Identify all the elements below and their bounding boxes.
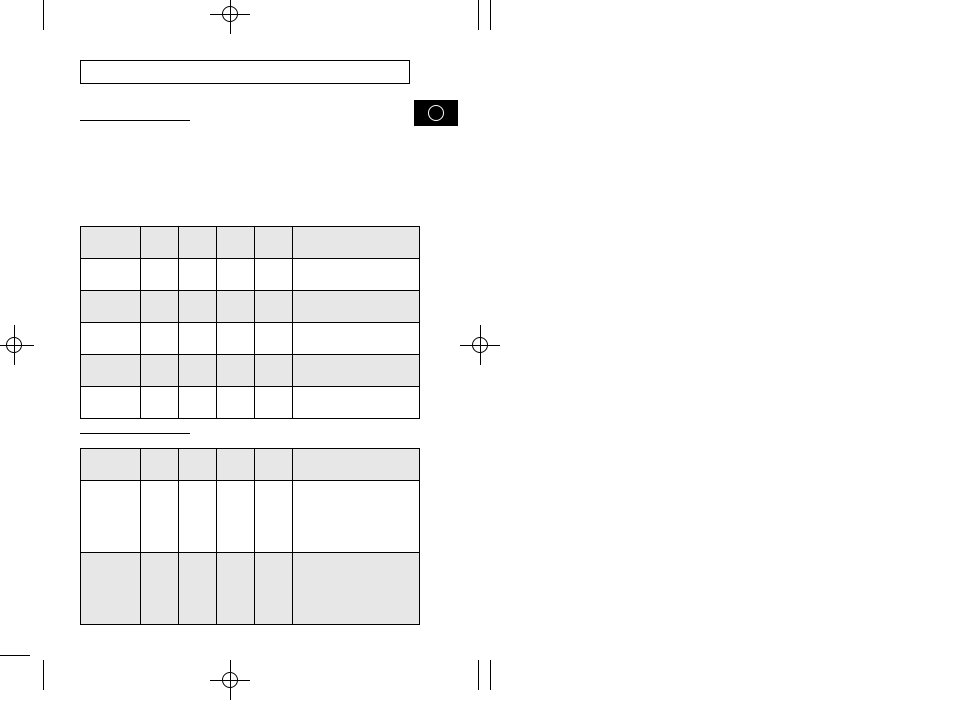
- badge-circle-icon: [414, 100, 458, 126]
- table-cell: [293, 481, 420, 553]
- table-cell: [293, 323, 420, 355]
- table-cell: [179, 553, 217, 625]
- table-header-cell: [293, 227, 420, 259]
- table-cell: [179, 481, 217, 553]
- table-cell: [179, 355, 217, 387]
- title-box: [80, 60, 410, 84]
- table-cell: [81, 355, 141, 387]
- table-cell: [255, 481, 293, 553]
- table-header-row: [81, 227, 420, 259]
- spec-table-1: [80, 226, 420, 419]
- table-cell: [141, 259, 179, 291]
- table-cell: [179, 323, 217, 355]
- table-cell: [293, 291, 420, 323]
- table-cell: [255, 387, 293, 419]
- table-header-cell: [293, 449, 420, 481]
- table-cell: [293, 553, 420, 625]
- registration-mark-icon: [210, 0, 250, 34]
- table-cell: [141, 481, 179, 553]
- spec-table-2: [80, 448, 420, 625]
- table-header-cell: [179, 449, 217, 481]
- table-row: [81, 259, 420, 291]
- table-row: [81, 355, 420, 387]
- table-row: [81, 553, 420, 625]
- table-cell: [179, 387, 217, 419]
- spacer: [80, 136, 440, 226]
- table-cell: [81, 481, 141, 553]
- table-header-row: [81, 449, 420, 481]
- table-header-cell: [255, 227, 293, 259]
- table-header-cell: [217, 449, 255, 481]
- table-row: [81, 291, 420, 323]
- page-content: [80, 60, 440, 625]
- table-cell: [81, 259, 141, 291]
- table-header-cell: [81, 449, 141, 481]
- table-cell: [81, 291, 141, 323]
- crop-mark: [43, 660, 44, 690]
- table-header-cell: [179, 227, 217, 259]
- table-cell: [141, 323, 179, 355]
- crop-mark: [43, 0, 44, 30]
- table-cell: [255, 291, 293, 323]
- table-cell: [255, 259, 293, 291]
- table-cell: [217, 355, 255, 387]
- table-row: [81, 481, 420, 553]
- section-header-1: [80, 102, 440, 124]
- table-cell: [81, 387, 141, 419]
- table-cell: [217, 291, 255, 323]
- table-cell: [217, 259, 255, 291]
- table-cell: [255, 355, 293, 387]
- table-cell: [217, 481, 255, 553]
- table-cell: [141, 553, 179, 625]
- table-header-cell: [255, 449, 293, 481]
- crop-mark: [490, 660, 491, 690]
- table-cell: [81, 553, 141, 625]
- table-cell: [217, 553, 255, 625]
- registration-mark-icon: [460, 325, 500, 365]
- table-cell: [179, 291, 217, 323]
- table-cell: [255, 553, 293, 625]
- table-cell: [141, 355, 179, 387]
- registration-mark-icon: [210, 660, 250, 700]
- crop-mark: [478, 660, 479, 690]
- table-cell: [293, 259, 420, 291]
- table-cell: [293, 387, 420, 419]
- table-header-cell: [217, 227, 255, 259]
- table-row: [81, 323, 420, 355]
- table-cell: [217, 387, 255, 419]
- table-cell: [217, 323, 255, 355]
- table-cell: [141, 291, 179, 323]
- table-header-cell: [141, 449, 179, 481]
- crop-mark: [478, 0, 479, 30]
- table-header-cell: [141, 227, 179, 259]
- table-row: [81, 387, 420, 419]
- table-cell: [293, 355, 420, 387]
- table-cell: [255, 323, 293, 355]
- table-cell: [81, 323, 141, 355]
- section-underline: [80, 120, 190, 121]
- section-underline: [80, 433, 190, 434]
- crop-mark: [490, 0, 491, 30]
- crop-mark: [0, 655, 30, 656]
- table-header-cell: [81, 227, 141, 259]
- registration-mark-icon: [0, 325, 34, 365]
- table-cell: [179, 259, 217, 291]
- table-cell: [141, 387, 179, 419]
